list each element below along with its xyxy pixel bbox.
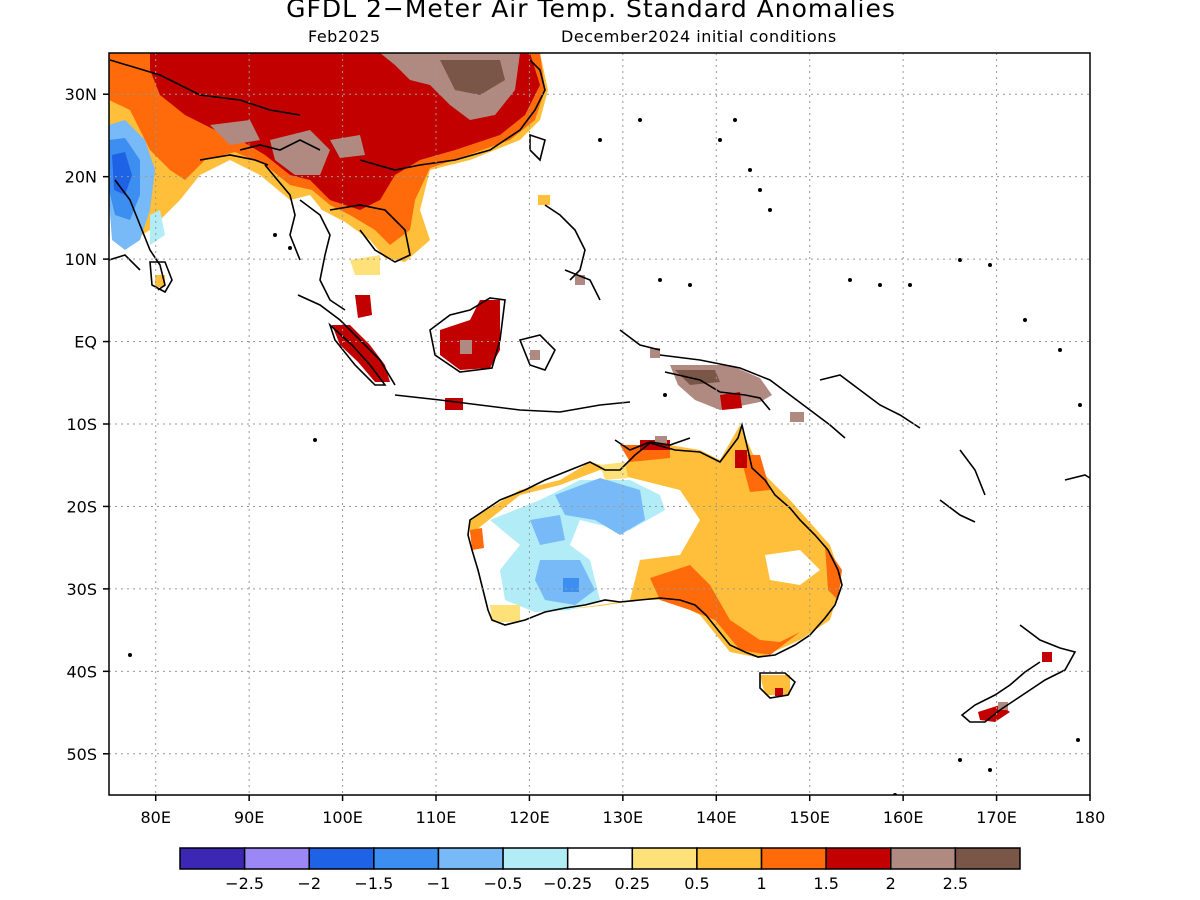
colorbar-swatch xyxy=(373,847,440,870)
colorbar-label: 1.5 xyxy=(813,874,838,893)
colorbar-swatch xyxy=(566,847,634,870)
colorbar-label: −2 xyxy=(297,874,321,893)
colorbar-swatch xyxy=(437,847,504,870)
lon-tick-label: 140E xyxy=(696,808,737,827)
colorbar-swatch xyxy=(890,847,957,870)
lon-tick-label: 110E xyxy=(416,808,457,827)
initial-conditions: December2024 initial conditions xyxy=(561,27,837,46)
lat-tick-label: 30S xyxy=(66,580,97,599)
colorbar-label: 0.25 xyxy=(614,874,650,893)
colorbar xyxy=(179,847,1021,870)
lon-tick-label: 130E xyxy=(603,808,644,827)
colorbar-swatch xyxy=(825,847,892,870)
colorbar-swatch xyxy=(179,847,246,870)
colorbar-label: −2.5 xyxy=(225,874,264,893)
lon-tick-label: 120E xyxy=(509,808,550,827)
colorbar-swatch xyxy=(243,847,310,870)
lat-tick-label: 40S xyxy=(66,662,97,681)
lat-tick-label: 10N xyxy=(65,250,97,269)
colorbar-label: 0.5 xyxy=(684,874,709,893)
colorbar-swatch xyxy=(760,847,827,870)
colorbar-label: 1 xyxy=(756,874,766,893)
colorbar-label: −1.5 xyxy=(354,874,393,893)
colorbar-swatch xyxy=(631,847,698,870)
colorbar-swatch xyxy=(954,847,1021,870)
colorbar-label: 2 xyxy=(886,874,896,893)
chart-title: GFDL 2−Meter Air Temp. Standard Anomalie… xyxy=(286,0,896,23)
lon-tick-label: 80E xyxy=(140,808,170,827)
anomaly-shading xyxy=(109,53,1052,722)
forecast-month: Feb2025 xyxy=(308,27,381,46)
island-dots xyxy=(128,118,1082,795)
lat-tick-label: 50S xyxy=(66,745,97,764)
colorbar-label: 2.5 xyxy=(943,874,968,893)
coastline-outlines xyxy=(109,59,1090,723)
lat-tick-label: 10S xyxy=(66,415,97,434)
lon-tick-label: 100E xyxy=(322,808,363,827)
colorbar-label: −0.25 xyxy=(543,874,592,893)
colorbar-swatch xyxy=(696,847,763,870)
lon-tick-label: 180 xyxy=(1075,808,1106,827)
lat-tick-label: 30N xyxy=(65,85,97,104)
colorbar-swatch xyxy=(502,847,569,870)
lon-tick-label: 160E xyxy=(883,808,924,827)
colorbar-swatch xyxy=(308,847,375,870)
lon-tick-label: 150E xyxy=(789,808,830,827)
lat-tick-label: 20S xyxy=(66,497,97,516)
colorbar-label: −1 xyxy=(427,874,451,893)
lat-tick-label: EQ xyxy=(74,333,97,352)
colorbar-label: −0.5 xyxy=(484,874,523,893)
lon-tick-label: 90E xyxy=(234,808,264,827)
lon-tick-label: 170E xyxy=(976,808,1017,827)
lat-tick-label: 20N xyxy=(65,168,97,187)
